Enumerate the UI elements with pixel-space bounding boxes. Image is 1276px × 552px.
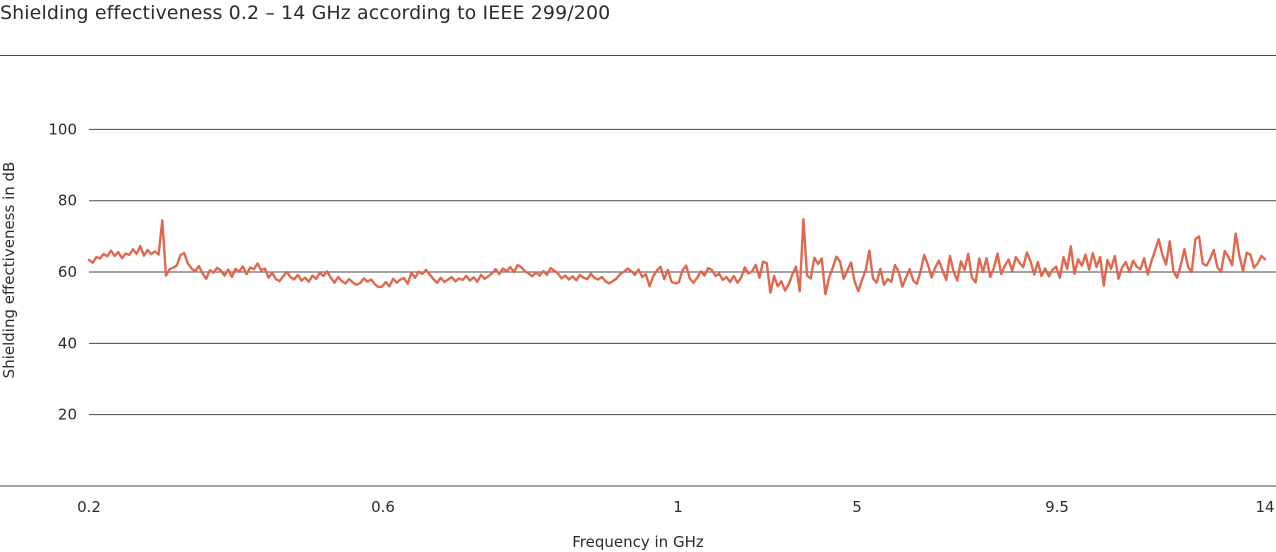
y-tick-label: 80 — [58, 192, 77, 210]
x-tick-label: 9.5 — [1045, 498, 1069, 516]
x-tick-label: 14 — [1255, 498, 1274, 516]
y-axis-tick-labels: 20 40 60 80 100 — [48, 120, 77, 423]
x-tick-label: 0.6 — [371, 498, 395, 516]
x-tick-label: 1 — [673, 498, 683, 516]
y-tick-label: 100 — [48, 120, 77, 138]
x-tick-label: 0.2 — [77, 498, 101, 516]
y-tick-label: 60 — [58, 263, 77, 281]
x-axis-label: Frequency in GHz — [572, 533, 704, 551]
series-line — [87, 218, 1267, 296]
x-tick-label: 5 — [852, 498, 862, 516]
x-axis-tick-labels: 0.2 0.6 1 5 9.5 14 — [77, 498, 1274, 516]
y-tick-label: 20 — [58, 406, 77, 424]
title-divider — [0, 55, 1276, 56]
y-tick-label: 40 — [58, 334, 77, 352]
chart-title: Shielding effectiveness 0.2 – 14 GHz acc… — [0, 2, 611, 24]
y-axis-label: Shielding effectiveness in dB — [0, 162, 18, 379]
